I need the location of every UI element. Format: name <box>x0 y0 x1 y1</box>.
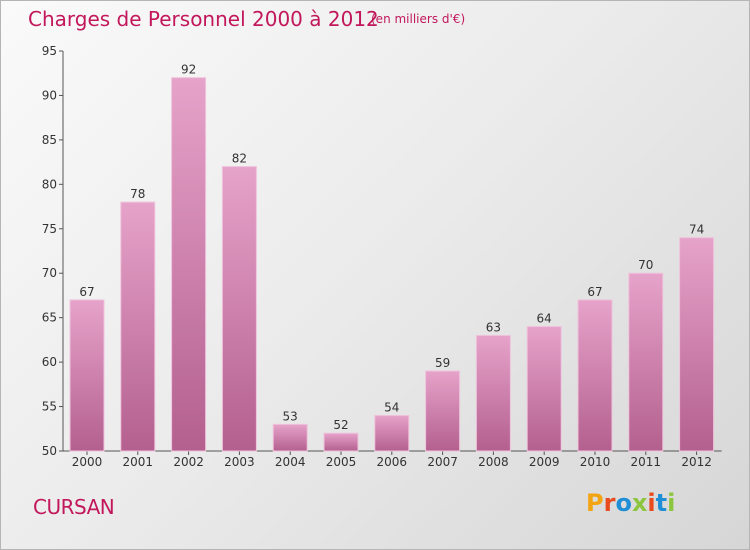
logo-letter: o <box>615 489 632 517</box>
logo-letter: i <box>647 489 656 517</box>
x-tick-label: 2010 <box>580 455 611 469</box>
data-label: 54 <box>384 400 399 414</box>
y-tick-label: 50 <box>42 444 57 458</box>
logo-letter: t <box>655 489 668 517</box>
data-label: 74 <box>689 223 704 237</box>
data-label: 82 <box>232 152 247 166</box>
y-tick-label: 90 <box>42 88 57 102</box>
x-tick-label: 2001 <box>123 455 154 469</box>
data-label: 53 <box>283 409 298 423</box>
bar <box>475 334 511 452</box>
data-label: 67 <box>79 285 94 299</box>
logo-letter: r <box>603 489 616 517</box>
bar <box>69 299 105 452</box>
logo-letter: x <box>631 489 648 517</box>
bar <box>577 299 613 452</box>
y-tick-label: 60 <box>42 355 57 369</box>
bar <box>526 326 562 452</box>
x-tick-label: 2000 <box>72 455 103 469</box>
x-tick-label: 2008 <box>478 455 509 469</box>
data-label: 70 <box>638 258 653 272</box>
data-label: 67 <box>587 285 602 299</box>
x-tick-label: 2011 <box>631 455 662 469</box>
y-tick-label: 95 <box>42 44 57 58</box>
town-name: CURSAN <box>33 495 115 519</box>
bar <box>679 237 715 452</box>
x-tick-label: 2003 <box>224 455 255 469</box>
bar <box>221 166 257 452</box>
bar <box>628 272 664 452</box>
x-tick-label: 2004 <box>275 455 306 469</box>
chart-title: Charges de Personnel 2000 à 2012 <box>28 7 379 31</box>
data-label: 78 <box>130 187 145 201</box>
logo-letter: i <box>667 489 676 517</box>
bar <box>425 370 461 452</box>
x-tick-label: 2006 <box>377 455 408 469</box>
data-label: 63 <box>486 320 501 334</box>
y-tick-label: 80 <box>42 177 57 191</box>
chart-subtitle: (en milliers d'€) <box>371 12 466 26</box>
data-label: 59 <box>435 356 450 370</box>
y-tick-label: 55 <box>42 400 57 414</box>
y-tick-label: 70 <box>42 266 57 280</box>
x-tick-label: 2007 <box>427 455 458 469</box>
data-label: 64 <box>537 312 552 326</box>
bar <box>171 77 207 452</box>
bar <box>374 414 410 452</box>
y-tick-label: 65 <box>42 311 57 325</box>
x-tick-label: 2005 <box>326 455 357 469</box>
logo-letter: P <box>586 489 604 517</box>
x-tick-label: 2012 <box>681 455 712 469</box>
y-tick-label: 85 <box>42 133 57 147</box>
bar <box>120 201 156 452</box>
proxiti-logo[interactable]: Proxiti <box>586 489 675 517</box>
data-label: 92 <box>181 63 196 77</box>
bar <box>323 432 359 452</box>
x-tick-label: 2009 <box>529 455 560 469</box>
x-tick-label: 2002 <box>173 455 204 469</box>
data-label: 52 <box>333 418 348 432</box>
bar <box>272 423 308 452</box>
y-tick-label: 75 <box>42 222 57 236</box>
